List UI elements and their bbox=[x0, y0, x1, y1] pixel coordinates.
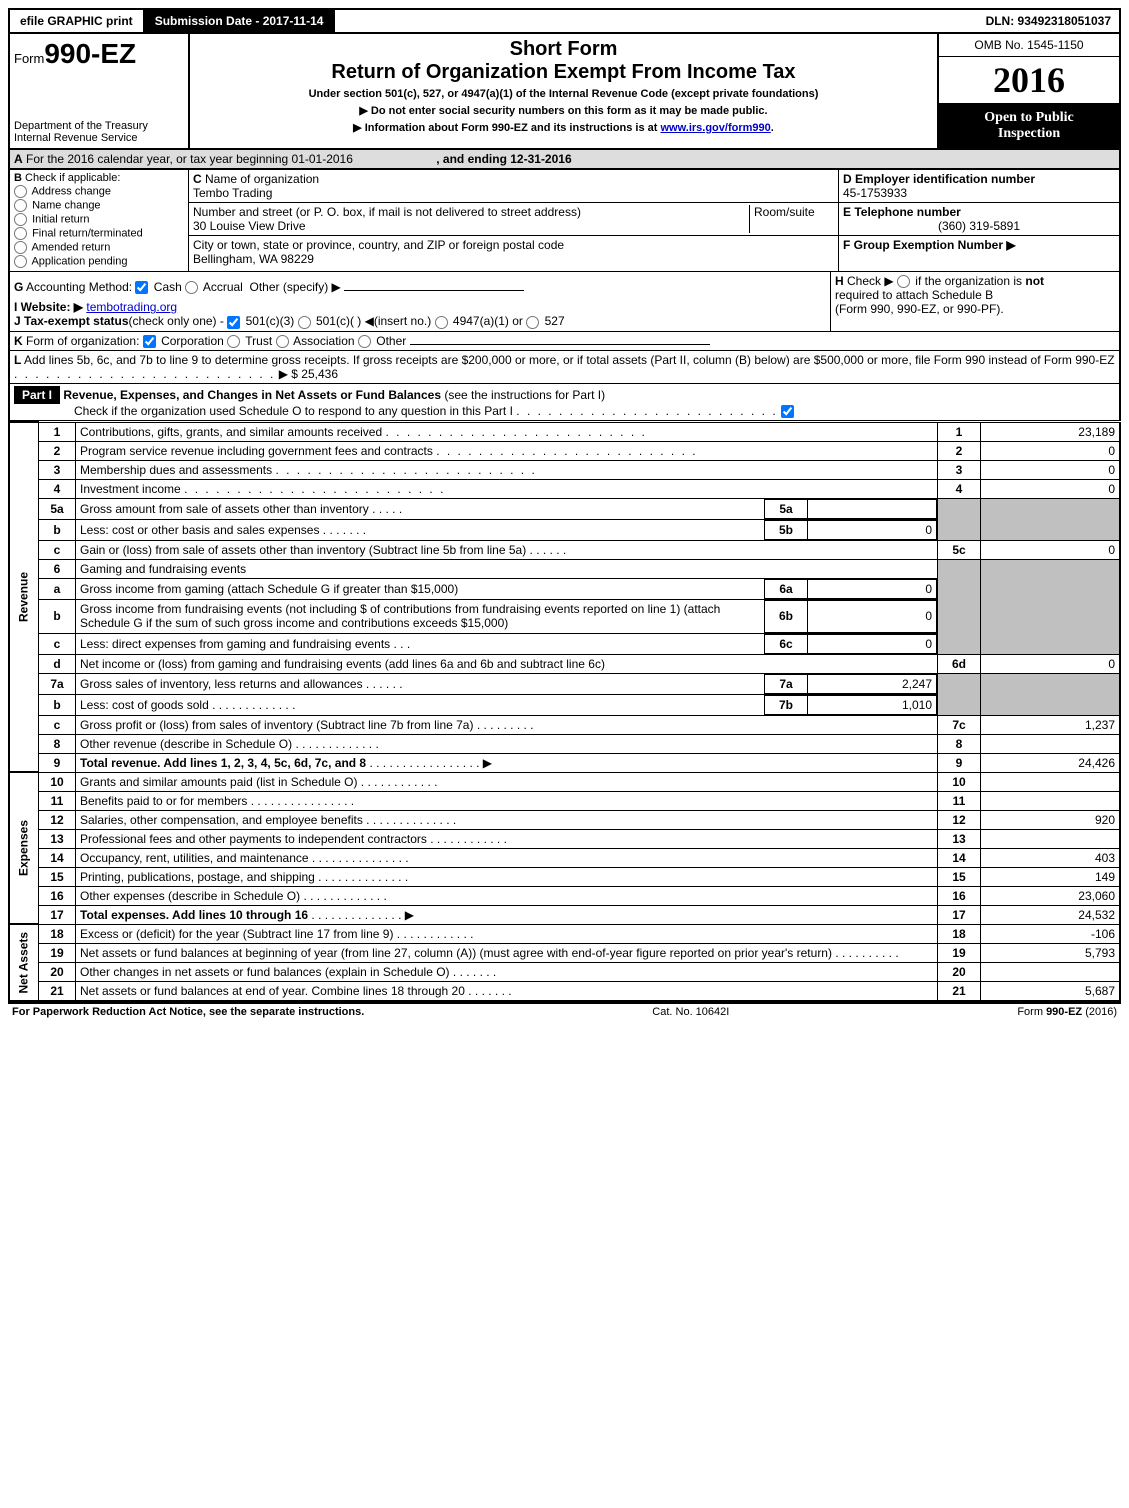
check-amended-return[interactable]: Amended return bbox=[14, 241, 184, 254]
form-no-big: 990-EZ bbox=[44, 38, 136, 69]
check-application-pending[interactable]: Application pending bbox=[14, 255, 184, 268]
form-title: Return of Organization Exempt From Incom… bbox=[198, 61, 929, 84]
check-trust[interactable] bbox=[227, 335, 240, 348]
line-a: A For the 2016 calendar year, or tax yea… bbox=[8, 150, 1121, 170]
efile-print-button[interactable]: efile GRAPHIC print bbox=[10, 10, 145, 32]
phone-label: E Telephone number bbox=[843, 205, 961, 219]
check-501c3[interactable] bbox=[227, 316, 240, 329]
org-name-label: Name of organization bbox=[205, 172, 319, 186]
check-address-change[interactable]: Address change bbox=[14, 185, 184, 198]
form-subtitle-2: ▶ Do not enter social security numbers o… bbox=[198, 104, 929, 117]
accounting-method-label: Accounting Method: bbox=[26, 280, 132, 294]
form-ref: Form 990-EZ (2016) bbox=[1017, 1006, 1117, 1018]
check-corporation[interactable] bbox=[143, 335, 156, 348]
section-gh: G Accounting Method: Cash Accrual Other … bbox=[8, 272, 1121, 332]
check-accrual[interactable] bbox=[185, 281, 198, 294]
gross-receipts-value: ▶ $ 25,436 bbox=[279, 367, 338, 381]
check-schedule-b[interactable] bbox=[897, 275, 910, 288]
check-schedule-o[interactable] bbox=[781, 405, 794, 418]
check-527[interactable] bbox=[526, 316, 539, 329]
section-bcdef: B Check if applicable: Address change Na… bbox=[8, 170, 1121, 272]
form-subtitle-1: Under section 501(c), 527, or 4947(a)(1)… bbox=[198, 88, 929, 100]
section-b: B Check if applicable: Address change Na… bbox=[10, 170, 189, 271]
city-value: Bellingham, WA 98229 bbox=[193, 252, 314, 266]
check-other-org[interactable] bbox=[358, 335, 371, 348]
side-revenue: Revenue bbox=[9, 422, 39, 772]
department-label: Department of the Treasury Internal Reve… bbox=[14, 120, 184, 144]
check-501c[interactable] bbox=[298, 316, 311, 329]
check-final-return[interactable]: Final return/terminated bbox=[14, 227, 184, 240]
irs-link[interactable]: www.irs.gov/form990 bbox=[661, 122, 771, 134]
tax-exempt-label: Tax-exempt status bbox=[24, 314, 128, 328]
org-name: Tembo Trading bbox=[193, 186, 272, 200]
top-bar: efile GRAPHIC print Submission Date - 20… bbox=[8, 8, 1121, 32]
form-subtitle-3: ▶ Information about Form 990-EZ and its … bbox=[198, 121, 929, 134]
short-form-label: Short Form bbox=[198, 38, 929, 61]
side-expenses: Expenses bbox=[9, 772, 39, 924]
form-prefix: Form bbox=[14, 51, 44, 66]
addr-value: 30 Louise View Drive bbox=[193, 219, 306, 233]
tax-year: 2016 bbox=[939, 57, 1119, 104]
open-to-public-label: Open to PublicInspection bbox=[939, 104, 1119, 148]
room-suite: Room/suite bbox=[749, 205, 834, 233]
addr-label: Number and street (or P. O. box, if mail… bbox=[193, 205, 581, 219]
side-net-assets: Net Assets bbox=[9, 924, 39, 1001]
website-link[interactable]: tembotrading.org bbox=[86, 300, 177, 314]
line-k: K Form of organization: Corporation Trus… bbox=[8, 332, 1121, 351]
submission-date-label: Submission Date - 2017-11-14 bbox=[145, 10, 336, 32]
phone-value: (360) 319-5891 bbox=[843, 219, 1115, 233]
part-1-header: Part I Revenue, Expenses, and Changes in… bbox=[8, 384, 1121, 421]
form-number: Form990-EZ bbox=[14, 38, 184, 70]
ein-label: D Employer identification number bbox=[843, 172, 1035, 186]
check-association[interactable] bbox=[276, 335, 289, 348]
section-h: H Check ▶ if the organization is not req… bbox=[831, 272, 1119, 331]
group-exemption-label: F Group Exemption Number ▶ bbox=[843, 238, 1016, 252]
website-label: Website: ▶ bbox=[21, 300, 83, 314]
paperwork-notice: For Paperwork Reduction Act Notice, see … bbox=[12, 1006, 364, 1018]
ein-value: 45-1753933 bbox=[843, 186, 907, 200]
dept-irs: Internal Revenue Service bbox=[14, 132, 138, 144]
lines-table: Revenue 1Contributions, gifts, grants, a… bbox=[8, 421, 1121, 1002]
cat-no: Cat. No. 10642I bbox=[652, 1006, 729, 1018]
omb-number: OMB No. 1545-1150 bbox=[939, 34, 1119, 57]
check-initial-return[interactable]: Initial return bbox=[14, 213, 184, 226]
dept-treasury: Department of the Treasury bbox=[14, 120, 148, 132]
city-label: City or town, state or province, country… bbox=[193, 238, 564, 252]
dln-label: DLN: 93492318051037 bbox=[978, 10, 1119, 32]
form-header: Form990-EZ Department of the Treasury In… bbox=[8, 32, 1121, 150]
line-l: L Add lines 5b, 6c, and 7b to line 9 to … bbox=[8, 351, 1121, 384]
check-cash[interactable] bbox=[135, 281, 148, 294]
check-name-change[interactable]: Name change bbox=[14, 199, 184, 212]
page-footer: For Paperwork Reduction Act Notice, see … bbox=[8, 1002, 1121, 1020]
check-4947[interactable] bbox=[435, 316, 448, 329]
